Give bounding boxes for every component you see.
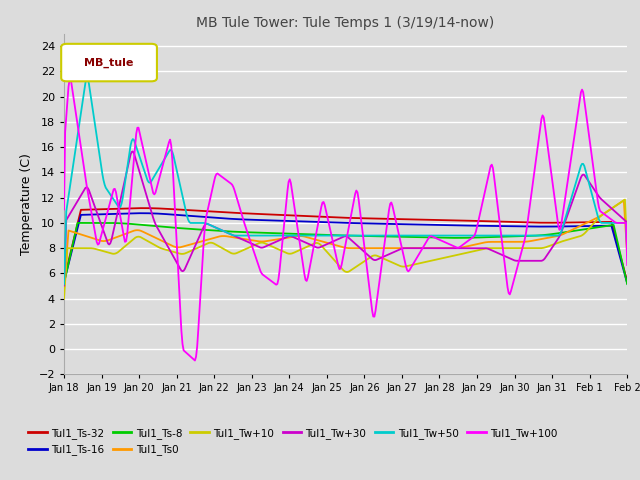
Title: MB Tule Tower: Tule Temps 1 (3/19/14-now): MB Tule Tower: Tule Temps 1 (3/19/14-now… bbox=[196, 16, 495, 30]
FancyBboxPatch shape bbox=[61, 44, 157, 81]
Y-axis label: Temperature (C): Temperature (C) bbox=[20, 153, 33, 255]
Text: MB_tule: MB_tule bbox=[84, 58, 134, 68]
Legend: Tul1_Ts-32, Tul1_Ts-16, Tul1_Ts-8, Tul1_Ts0, Tul1_Tw+10, Tul1_Tw+30, Tul1_Tw+50,: Tul1_Ts-32, Tul1_Ts-16, Tul1_Ts-8, Tul1_… bbox=[24, 424, 561, 459]
